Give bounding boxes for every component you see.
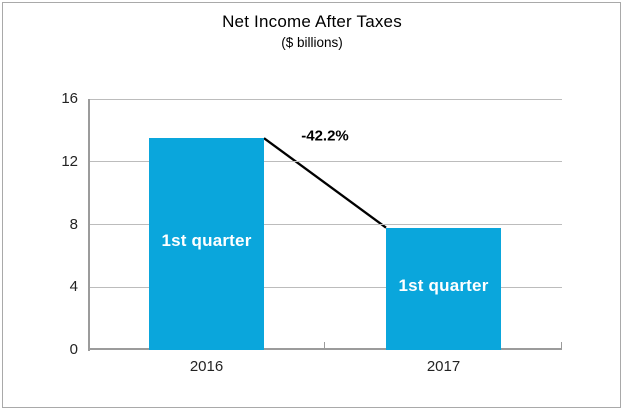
y-tick-label-4: 4 (69, 278, 78, 296)
x-tick-label-2016: 2016 (189, 358, 224, 375)
y-tick-label-16: 16 (61, 90, 78, 107)
bar-label-2016: 1st quarter (161, 231, 252, 251)
x-axis-tick (560, 342, 562, 348)
bar-2016 (149, 138, 264, 350)
gridline-8 (88, 224, 562, 225)
gridline-4 (88, 286, 562, 288)
gridline-12 (88, 161, 562, 163)
percent-change-label: -42.2% (301, 127, 349, 145)
y-axis-line (88, 99, 90, 351)
y-tick-label-8: 8 (69, 215, 78, 233)
x-axis-line (88, 348, 562, 350)
bar-label-2017: 1st quarter (398, 275, 489, 295)
x-tick-label-2017: 2017 (426, 358, 461, 375)
y-tick-label-12: 12 (61, 152, 78, 170)
chart-subtitle: ($ billions) (281, 35, 343, 50)
gridline-16 (88, 98, 562, 100)
y-tick-label-0: 0 (69, 341, 78, 358)
bar-2017 (386, 227, 501, 350)
x-axis-tick (323, 342, 325, 348)
chart-title: Net Income After Taxes (222, 12, 402, 31)
